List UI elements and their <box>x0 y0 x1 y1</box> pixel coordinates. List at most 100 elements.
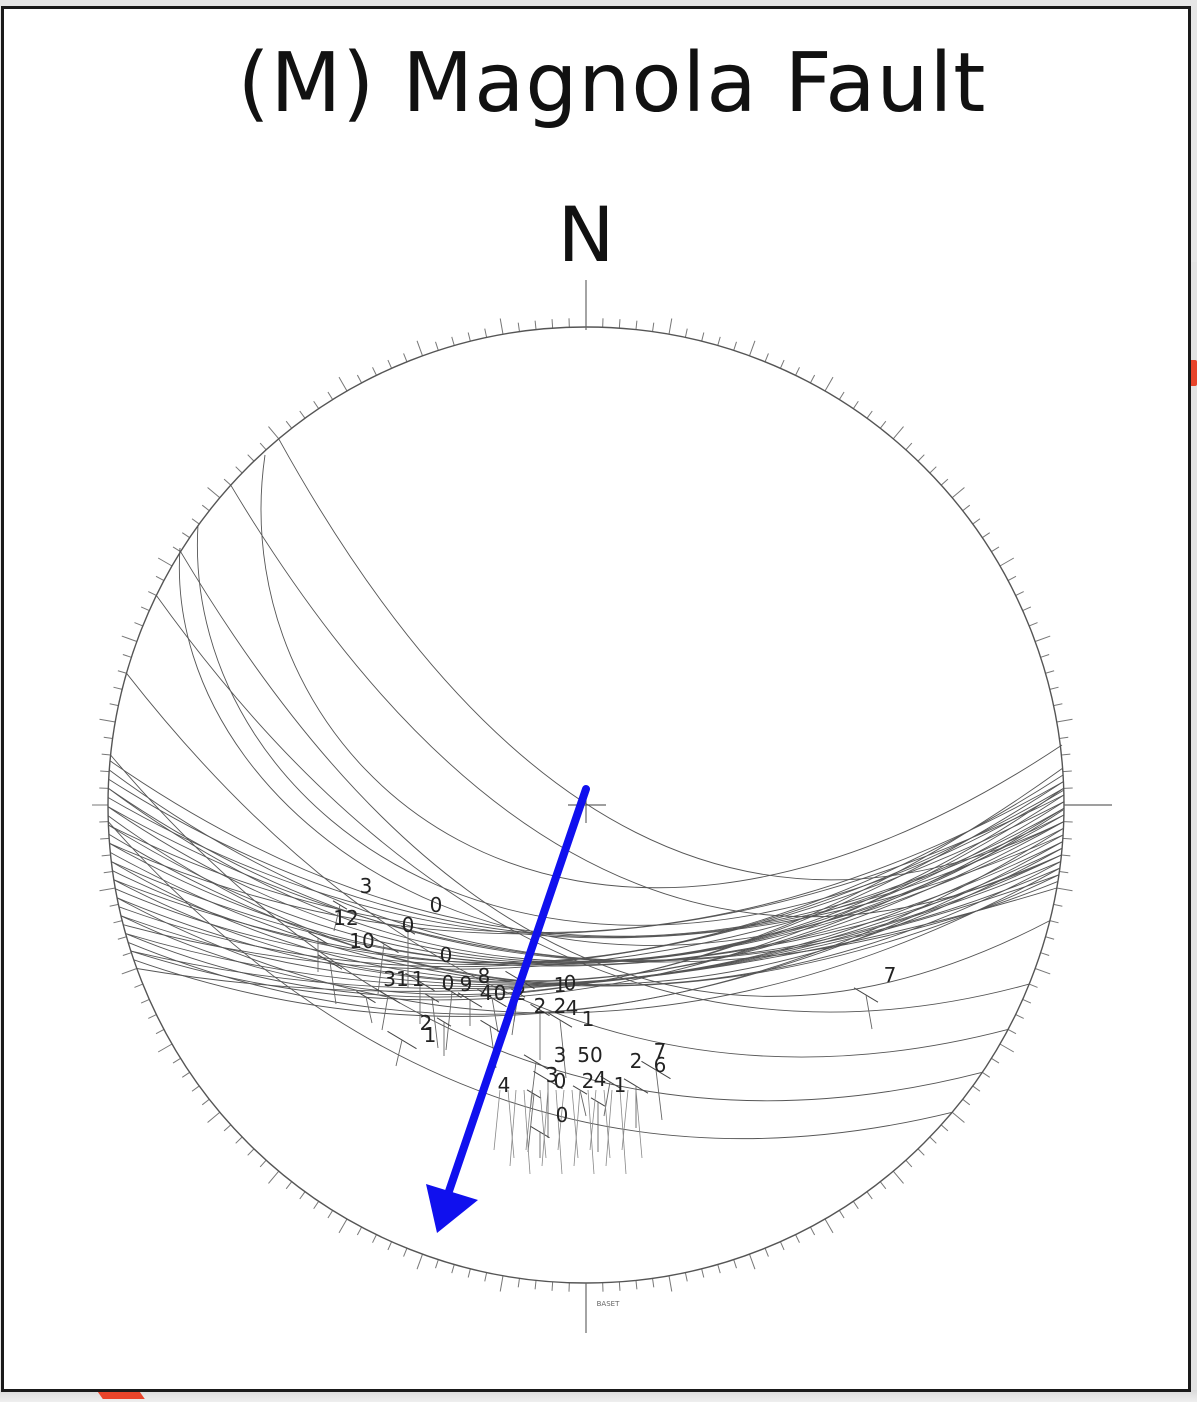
slip-arrow-stroke <box>395 1039 403 1067</box>
azimuth-tick <box>268 1170 280 1184</box>
azimuth-tick <box>1061 753 1071 756</box>
figure-title: (M) Magnola Fault <box>237 36 987 131</box>
azimuth-tick <box>191 518 200 525</box>
azimuth-tick <box>467 332 471 342</box>
plane-label: 0 <box>430 893 443 917</box>
azimuth-tick <box>764 1248 769 1257</box>
azimuth-tick <box>484 328 488 338</box>
plane-label: 10 <box>349 929 374 953</box>
great-circle <box>109 827 1064 965</box>
plane-label: 1 <box>582 1007 595 1031</box>
lineation-stroke <box>573 1089 581 1167</box>
azimuth-tick <box>838 391 845 400</box>
great-circle <box>156 595 1030 1013</box>
azimuth-tick <box>991 546 1000 553</box>
azimuth-tick <box>809 1226 816 1236</box>
azimuth-tick <box>701 1268 705 1278</box>
azimuth-tick <box>824 1218 834 1234</box>
plane-label: 3 <box>360 874 373 898</box>
lineation-stroke <box>621 1089 629 1151</box>
great-circle <box>130 794 1065 1001</box>
azimuth-tick <box>235 466 243 474</box>
azimuth-tick <box>499 1275 504 1292</box>
azimuth-tick <box>1007 575 1017 582</box>
plane-label: 2 <box>534 994 547 1018</box>
stereonet-panel <box>1 6 1191 1392</box>
azimuth-tick <box>795 367 800 376</box>
lineation-stroke <box>571 1089 579 1159</box>
azimuth-tick <box>684 328 688 338</box>
great-circle <box>180 551 1051 997</box>
great-circle <box>107 815 1063 985</box>
great-circle <box>111 807 1065 982</box>
azimuth-tick <box>121 968 137 975</box>
azimuth-tick <box>285 1181 293 1190</box>
plane-label: 0 <box>442 971 455 995</box>
azimuth-tick <box>652 322 655 332</box>
plane-label: 2 <box>582 1069 595 1093</box>
azimuth-tick <box>982 532 991 539</box>
azimuth-tick <box>940 478 949 486</box>
azimuth-tick <box>917 454 925 462</box>
plane-label: 0 <box>556 1103 569 1127</box>
great-circle <box>107 801 1065 963</box>
azimuth-tick <box>259 442 267 451</box>
great-circle <box>133 841 1063 1017</box>
lineation-stroke <box>603 1089 611 1159</box>
plane-label: 6 <box>654 1053 667 1077</box>
azimuth-tick <box>113 920 123 924</box>
lineation-stroke <box>619 1089 627 1175</box>
plane-label: 4 <box>594 1067 607 1091</box>
great-circle <box>126 672 1009 1058</box>
plane-label: 9 <box>460 972 473 996</box>
azimuth-tick <box>100 770 110 773</box>
azimuth-tick <box>451 1264 455 1274</box>
azimuth-tick <box>181 532 190 539</box>
lineation-stroke <box>523 1089 531 1175</box>
great-circle <box>107 821 953 1140</box>
azimuth-tick <box>879 1181 887 1190</box>
slip-arrow-stroke <box>655 1069 663 1121</box>
azimuth-tick <box>982 1071 991 1078</box>
great-circle <box>109 760 1065 937</box>
azimuth-tick <box>338 376 348 392</box>
azimuth-tick <box>122 952 132 956</box>
azimuth-tick <box>299 1191 306 1200</box>
azimuth-tick <box>1022 606 1032 612</box>
plane-label: 4 <box>566 996 579 1020</box>
plane-labels: 312001003110984021022412135027304216407 <box>333 874 896 1127</box>
azimuth-tick <box>372 1234 377 1243</box>
azimuth-tick <box>155 1028 165 1035</box>
azimuth-tick <box>733 1259 737 1269</box>
north-label: N <box>557 190 615 279</box>
azimuth-ticks <box>92 311 1080 1299</box>
azimuth-tick <box>635 320 638 330</box>
azimuth-tick <box>235 1136 243 1144</box>
lineation-stroke <box>555 1089 563 1175</box>
azimuth-tick <box>1029 622 1038 627</box>
great-circle <box>108 778 1064 938</box>
azimuth-tick <box>962 504 971 512</box>
slip-arrow-stroke <box>445 991 453 1051</box>
azimuth-tick <box>764 353 769 362</box>
azimuth-tick <box>327 391 334 400</box>
azimuth-tick <box>517 322 520 332</box>
azimuth-tick <box>416 1254 423 1270</box>
azimuth-tick <box>991 1057 1000 1064</box>
azimuth-tick <box>207 1111 221 1123</box>
plane-label: 1 <box>614 1073 627 1097</box>
azimuth-tick <box>201 504 210 512</box>
azimuth-tick <box>191 1085 200 1092</box>
azimuth-tick <box>103 871 113 874</box>
azimuth-tick <box>1049 920 1059 924</box>
crosshair <box>568 280 1112 1333</box>
azimuth-tick <box>917 1148 925 1156</box>
plane-label: 0 <box>554 1069 567 1093</box>
great-circle <box>113 854 1062 967</box>
great-circle <box>112 774 1064 964</box>
azimuth-tick <box>103 736 113 739</box>
azimuth-tick <box>356 1226 363 1236</box>
azimuth-tick <box>905 442 913 451</box>
azimuth-tick <box>356 374 363 384</box>
